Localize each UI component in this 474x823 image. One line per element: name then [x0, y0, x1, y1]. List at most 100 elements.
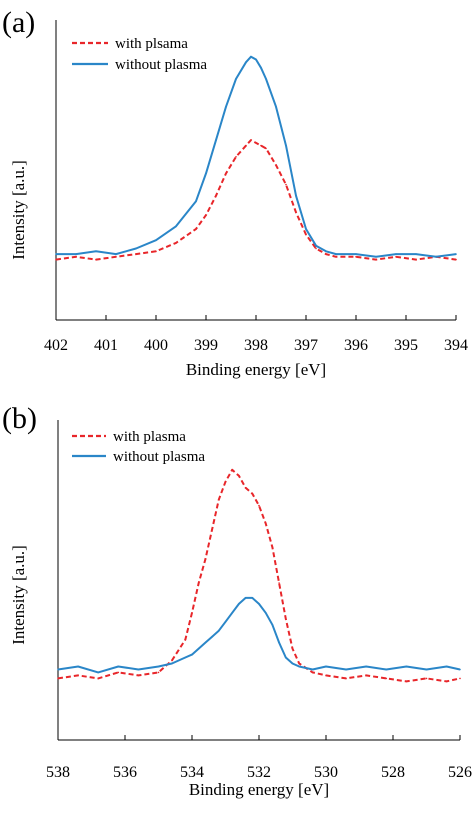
- x-tick-label-b: 534: [180, 764, 204, 781]
- x-tick-label-a: 394: [444, 337, 468, 354]
- data-point-without-plasma-a: [75, 253, 77, 255]
- data-point-without-plasma-b: [405, 665, 408, 668]
- data-point-without-plasma-b: [278, 641, 280, 644]
- data-point-without-plasma-a: [325, 250, 327, 253]
- x-tick-label-a: 402: [44, 337, 68, 354]
- data-point-without-plasma-b: [157, 665, 160, 668]
- data-point-with-plasma-b: [345, 677, 347, 680]
- data-point-without-plasma-a: [295, 194, 297, 197]
- data-point-without-plasma-b: [459, 668, 461, 671]
- x-tick-label-a: 399: [194, 337, 218, 354]
- y-axis-title-b: Intensity [a.u.]: [9, 545, 28, 645]
- data-point-with-plasma-b: [211, 528, 213, 531]
- data-point-with-plasma-b: [271, 546, 274, 549]
- data-point-with-plasma-b: [285, 618, 287, 620]
- data-point-with-plasma-b: [238, 475, 240, 477]
- data-point-with-plasma-a: [255, 142, 257, 144]
- data-point-without-plasma-a: [255, 58, 257, 61]
- data-point-with-plasma-a: [375, 258, 377, 261]
- data-point-with-plasma-a: [285, 183, 287, 186]
- data-point-without-plasma-a: [205, 172, 207, 175]
- data-point-with-plasma-a: [355, 255, 357, 258]
- data-point-without-plasma-a: [415, 253, 417, 255]
- data-point-with-plasma-a: [175, 242, 177, 244]
- data-point-with-plasma-b: [191, 612, 193, 614]
- series-line-without-plasma-a: [56, 55, 457, 258]
- data-point-without-plasma-b: [264, 612, 267, 614]
- data-point-without-plasma-a: [95, 250, 97, 253]
- panel-a: (a) Intensity [a.u.] 402 401 400 399 398 397 3…: [2, 6, 468, 379]
- data-point-with-plasma-a: [395, 255, 397, 258]
- data-point-without-plasma-b: [171, 662, 173, 665]
- data-point-without-plasma-a: [305, 228, 307, 230]
- x-ticks-b: 538 536 534 532 530 528 526: [46, 735, 472, 781]
- data-point-without-plasma-a: [135, 247, 137, 250]
- data-point-without-plasma-b: [197, 647, 200, 650]
- data-point-with-plasma-b: [97, 677, 99, 680]
- x-tick-label-b: 532: [247, 764, 271, 781]
- data-point-without-plasma-a: [260, 67, 262, 69]
- data-point-without-plasma-b: [117, 665, 120, 668]
- data-point-without-plasma-b: [325, 665, 327, 668]
- y-axis-title-a: Intensity [a.u.]: [9, 160, 28, 260]
- data-point-without-plasma-a: [235, 78, 237, 80]
- data-point-with-plasma-a: [415, 258, 417, 261]
- x-tick-label-a: 401: [94, 337, 118, 354]
- x-axis-title-a: Binding energy [eV]: [186, 360, 326, 379]
- data-point-with-plasma-b: [224, 480, 227, 483]
- x-tick-label-a: 400: [144, 337, 168, 354]
- data-point-without-plasma-a: [195, 200, 197, 202]
- data-point-with-plasma-b: [385, 677, 388, 680]
- data-point-without-plasma-a: [375, 255, 377, 258]
- data-point-with-plasma-b: [218, 498, 220, 501]
- data-point-without-plasma-a: [285, 144, 287, 147]
- data-point-with-plasma-a: [275, 164, 277, 166]
- data-point-with-plasma-b: [231, 469, 233, 471]
- x-tick-label-a: 395: [394, 337, 418, 354]
- data-point-with-plasma-a: [225, 172, 227, 175]
- series-line-without-plasma-b: [57, 596, 461, 674]
- legend-b: with plasma without plasma: [72, 429, 205, 465]
- data-point-with-plasma-a: [265, 147, 267, 150]
- data-point-without-plasma-b: [385, 668, 388, 671]
- data-point-without-plasma-b: [311, 668, 314, 671]
- data-point-without-plasma-b: [258, 603, 260, 605]
- data-point-without-plasma-b: [137, 668, 140, 671]
- data-point-with-plasma-b: [258, 504, 260, 507]
- data-point-without-plasma-b: [244, 597, 247, 599]
- data-point-with-plasma-b: [264, 522, 267, 525]
- x-tick-label-b: 528: [381, 764, 405, 781]
- data-point-without-plasma-a: [250, 55, 252, 58]
- data-point-with-plasma-a: [95, 258, 97, 261]
- data-point-with-plasma-a: [335, 255, 337, 258]
- x-tick-label-b: 526: [448, 764, 472, 781]
- data-point-without-plasma-b: [191, 653, 193, 656]
- data-point-with-plasma-a: [205, 214, 207, 216]
- data-point-with-plasma-b: [117, 671, 120, 674]
- data-point-without-plasma-a: [355, 253, 357, 255]
- data-point-with-plasma-a: [195, 228, 197, 230]
- data-point-without-plasma-a: [155, 239, 157, 241]
- data-point-with-plasma-b: [184, 638, 187, 641]
- data-point-with-plasma-b: [445, 680, 448, 683]
- data-point-with-plasma-b: [459, 677, 461, 680]
- data-point-without-plasma-a: [175, 225, 177, 228]
- panel-b: (b) Intensity [a.u.] 538 536 534 532 530 528 5…: [2, 402, 472, 799]
- data-point-with-plasma-b: [251, 492, 254, 495]
- data-point-without-plasma-b: [204, 641, 207, 644]
- x-tick-label-a: 397: [294, 337, 318, 354]
- data-point-with-plasma-a: [135, 253, 137, 255]
- data-point-with-plasma-b: [425, 677, 428, 680]
- data-point-with-plasma-b: [157, 671, 160, 674]
- data-point-without-plasma-b: [211, 635, 213, 638]
- data-point-with-plasma-a: [75, 255, 77, 258]
- legend-label-without-plasma-a: without plasma: [115, 57, 207, 73]
- data-point-without-plasma-a: [395, 253, 397, 255]
- data-point-without-plasma-a: [215, 139, 217, 141]
- data-point-with-plasma-a: [115, 255, 117, 258]
- data-point-with-plasma-b: [278, 582, 280, 584]
- data-point-with-plasma-a: [55, 258, 57, 261]
- data-point-without-plasma-a: [115, 253, 117, 255]
- data-point-with-plasma-b: [311, 671, 314, 674]
- data-point-with-plasma-b: [244, 486, 247, 489]
